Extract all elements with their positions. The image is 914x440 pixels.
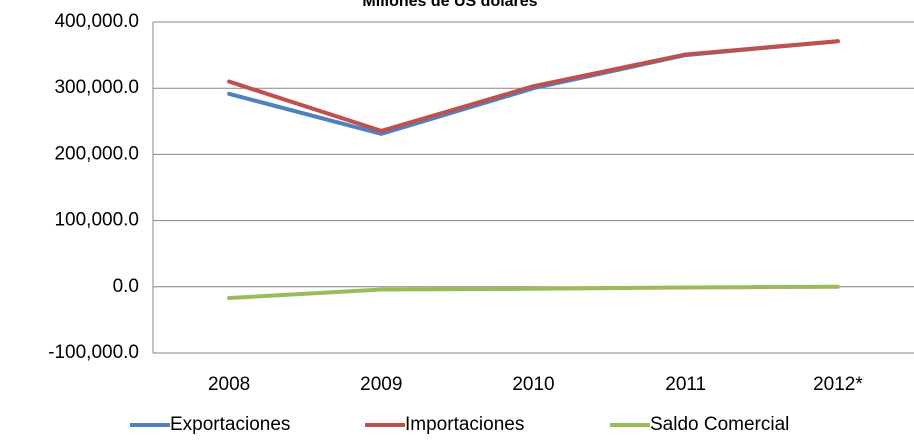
- legend-label: Importaciones: [405, 414, 524, 435]
- legend-label: Saldo Comercial: [650, 414, 789, 435]
- chart-title: Millones de US dólares: [362, 0, 537, 10]
- x-tick-label: 2010: [512, 374, 554, 395]
- y-tick-label: 300,000.0: [54, 77, 139, 98]
- x-tick-label: 2009: [360, 374, 402, 395]
- y-tick-label: 100,000.0: [54, 210, 139, 231]
- series-line: [227, 39, 840, 133]
- legend-label: Exportaciones: [170, 414, 290, 435]
- x-tick-label: 2008: [208, 374, 250, 395]
- series-line: [227, 284, 840, 301]
- y-tick-label: 400,000.0: [54, 11, 139, 32]
- y-tick-label: 200,000.0: [54, 143, 139, 164]
- x-tick-label: 2011: [665, 374, 706, 395]
- y-tick-label: 0.0: [113, 276, 139, 297]
- x-tick-label: 2012*: [813, 374, 863, 395]
- y-tick-label: -100,000.0: [48, 342, 139, 363]
